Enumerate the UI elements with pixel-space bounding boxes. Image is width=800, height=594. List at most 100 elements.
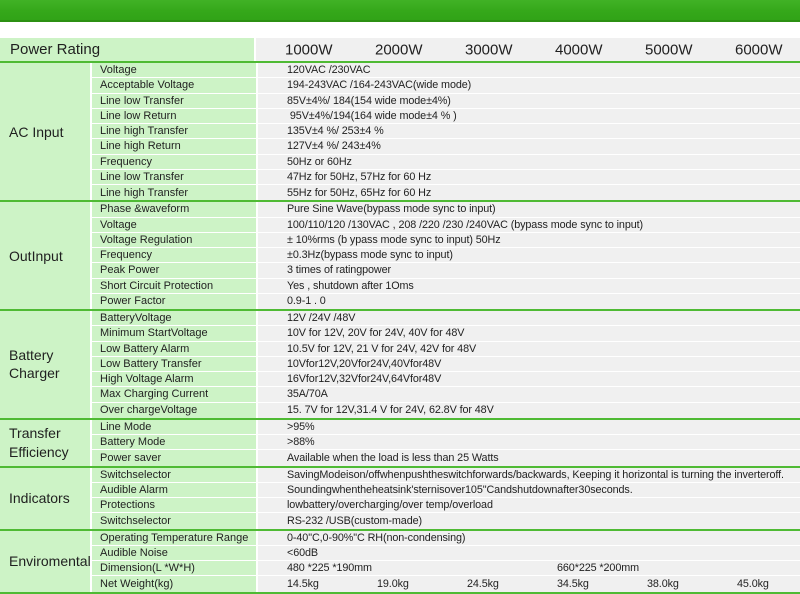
spec-value: >88% xyxy=(258,435,800,450)
spec-value-text: 24.5kg xyxy=(467,577,499,590)
spec-row: Short Circuit Protection Yes , shutdown a… xyxy=(92,278,800,294)
spec-value: 14.5kg 19.0kg 24.5kg 34.5kg 38.0kg 45.0kg xyxy=(258,576,800,592)
spec-value: 100/110/120 /130VAC , 208 /220 /230 /240… xyxy=(258,217,800,232)
spec-row: Line low Transfer 47Hz for 50Hz, 57Hz for… xyxy=(92,169,800,185)
spec-value-text: 120VAC /230VAC xyxy=(287,64,371,77)
spec-value: Soundingwhentheheatsink'sternisover105"C… xyxy=(258,482,800,497)
spec-label: Line low Transfer xyxy=(92,169,258,184)
section-battery-charger: Battery Charger BatteryVoltage 12V /24V /4… xyxy=(0,309,800,418)
spec-value: 0-40"C,0-90%"C RH(non-condensing) xyxy=(258,530,800,545)
section-title: AC Input xyxy=(0,63,92,201)
spec-label: Line high Transfer xyxy=(92,185,258,201)
spec-value-text: SavingModeison/offwhenpushtheswitchforwa… xyxy=(287,468,784,481)
spec-value-text: Soundingwhentheheatsink'sternisover105"C… xyxy=(287,483,633,496)
section-title: OutInput xyxy=(0,202,92,309)
spec-label: Voltage xyxy=(92,63,258,78)
spec-value: Available when the load is less than 25 … xyxy=(258,450,800,466)
spec-value-text: ± 10%rms (b ypass mode sync to input) 50… xyxy=(287,233,501,246)
spec-value-text: 127V±4 %/ 243±4% xyxy=(287,140,381,153)
spec-value-text: 16Vfor12V,32Vfor24V,64Vfor48V xyxy=(287,373,442,386)
spec-label: Line high Transfer xyxy=(92,124,258,139)
spec-value: SavingModeison/offwhenpushtheswitchforwa… xyxy=(258,467,800,482)
spec-value: lowbattery/overcharging/over temp/overlo… xyxy=(258,498,800,513)
section-rows: Operating Temperature Range 0-40"C,0-90%"… xyxy=(92,530,800,592)
spec-value-text: lowbattery/overcharging/over temp/overlo… xyxy=(287,499,493,512)
spec-value-text: ±0.3Hz(bypass mode sync to input) xyxy=(287,249,453,262)
spec-row: High Voltage Alarm 16Vfor12V,32Vfor24V,64… xyxy=(92,372,800,388)
spec-value-text: 194-243VAC /164-243VAC(wide mode) xyxy=(287,79,472,92)
spec-label: Operating Temperature Range xyxy=(92,530,258,545)
spec-row: Peak Power 3 times of ratingpower xyxy=(92,263,800,279)
spec-label: Line low Transfer xyxy=(92,93,258,108)
section-title: Transfer Efficiency xyxy=(0,419,92,466)
spec-row: Line low Return 95V±4%/194(164 wide mode… xyxy=(92,108,800,124)
spec-row: Line Mode >95% xyxy=(92,419,800,435)
spec-row: Voltage 100/110/120 /130VAC , 208 /220 /2… xyxy=(92,217,800,233)
spec-value: ± 10%rms (b ypass mode sync to input) 50… xyxy=(258,232,800,247)
spec-row: Voltage Regulation ± 10%rms (b ypass mode… xyxy=(92,232,800,248)
spec-value: 10Vfor12V,20Vfor24V,40Vfor48V xyxy=(258,356,800,371)
spec-value-text: 3 times of ratingpower xyxy=(287,264,392,277)
section-indicators: Indicators Switchselector SavingModeison/o… xyxy=(0,465,800,529)
section-rows: Voltage 120VAC /230VAC Acceptable Voltage 1… xyxy=(92,63,800,201)
spec-value: ±0.3Hz(bypass mode sync to input) xyxy=(258,248,800,263)
spec-value-text: 95V±4%/194(164 wide mode±4 % ) xyxy=(287,109,457,122)
spec-value-text: 50Hz or 60Hz xyxy=(287,155,352,168)
spec-value-text: 135V±4 %/ 253±4 % xyxy=(287,125,384,138)
spec-value-text: <60dB xyxy=(287,546,319,559)
spec-value: 10V for 12V, 20V for 24V, 40V for 48V xyxy=(258,326,800,341)
spec-value: 50Hz or 60Hz xyxy=(258,154,800,169)
spec-label: High Voltage Alarm xyxy=(92,372,258,387)
section-outinput: OutInput Phase &waveform Pure Sine Wave(by… xyxy=(0,200,800,309)
spec-row: BatteryVoltage 12V /24V /48V xyxy=(92,311,800,327)
spec-label: Max Charging Current xyxy=(92,387,258,402)
spec-table: AC Input Voltage 120VAC /230VAC Acceptable … xyxy=(0,63,800,594)
spec-label: Frequency xyxy=(92,154,258,169)
spec-label: Low Battery Alarm xyxy=(92,341,258,356)
spec-row: Minimum StartVoltage 10V for 12V, 20V for… xyxy=(92,326,800,342)
spec-label: Phase &waveform xyxy=(92,202,258,217)
spec-row: Low Battery Alarm 10.5V for 12V, 21 V for… xyxy=(92,341,800,357)
spec-row: Line high Transfer 135V±4 %/ 253±4 % xyxy=(92,124,800,140)
section-title: Enviromental xyxy=(0,530,92,592)
spec-value: 10.5V for 12V, 21 V for 24V, 42V for 48V xyxy=(258,341,800,356)
spec-row: Protections lowbattery/overcharging/over … xyxy=(92,498,800,514)
spec-label: Dimension(L *W*H) xyxy=(92,561,258,576)
spec-label: Voltage xyxy=(92,217,258,232)
spec-row: Power saver Available when the load is le… xyxy=(92,450,800,466)
spec-value-text: 14.5kg xyxy=(287,577,319,590)
column-header-4000w: 4000W xyxy=(555,41,603,58)
spec-row: Voltage 120VAC /230VAC xyxy=(92,63,800,79)
section-title: Indicators xyxy=(0,467,92,529)
column-header-1000w: 1000W xyxy=(285,41,333,58)
spec-label: Power Factor xyxy=(92,293,258,309)
spec-value-text: 55Hz for 50Hz, 65Hz for 60 Hz xyxy=(287,186,432,199)
spec-label: Net Weight(kg) xyxy=(92,576,258,592)
spec-value-text: 480 *225 *190mm xyxy=(287,562,372,575)
spec-value: 120VAC /230VAC xyxy=(258,63,800,78)
spec-value-text: 15. 7V for 12V,31.4 V for 24V, 62.8V for… xyxy=(287,404,494,417)
spec-value: 194-243VAC /164-243VAC(wide mode) xyxy=(258,78,800,93)
section-rows: Switchselector SavingModeison/offwhenpush… xyxy=(92,467,800,529)
header-separator-line xyxy=(0,61,800,63)
spec-value-text: >88% xyxy=(287,436,315,449)
spec-row: Line low Transfer 85V±4%/ 184(154 wide mo… xyxy=(92,93,800,109)
spec-value-text: 12V /24V /48V xyxy=(287,312,356,325)
section-rows: BatteryVoltage 12V /24V /48V Minimum Start… xyxy=(92,311,800,418)
spec-row: Acceptable Voltage 194-243VAC /164-243VAC… xyxy=(92,78,800,94)
spec-value: Pure Sine Wave(bypass mode sync to input… xyxy=(258,202,800,217)
spec-row: Dimension(L *W*H) 480 *225 *190mm 660*225 … xyxy=(92,561,800,577)
spec-label: Line Mode xyxy=(92,419,258,434)
spec-label: Audible Noise xyxy=(92,545,258,560)
spec-value: 55Hz for 50Hz, 65Hz for 60 Hz xyxy=(258,185,800,201)
spec-value: 85V±4%/ 184(154 wide mode±4%) xyxy=(258,93,800,108)
spec-row: Phase &waveform Pure Sine Wave(bypass mod… xyxy=(92,202,800,218)
spec-row: Audible Noise <60dB xyxy=(92,545,800,561)
spec-row: Line high Return 127V±4 %/ 243±4% xyxy=(92,139,800,155)
spec-value: <60dB xyxy=(258,545,800,560)
spec-value-text: 35A/70A xyxy=(287,388,328,401)
spec-label: Power saver xyxy=(92,450,258,466)
spec-row: Net Weight(kg) 14.5kg 19.0kg 24.5kg 34.5kg 38… xyxy=(92,576,800,592)
column-header-2000w: 2000W xyxy=(375,41,423,58)
